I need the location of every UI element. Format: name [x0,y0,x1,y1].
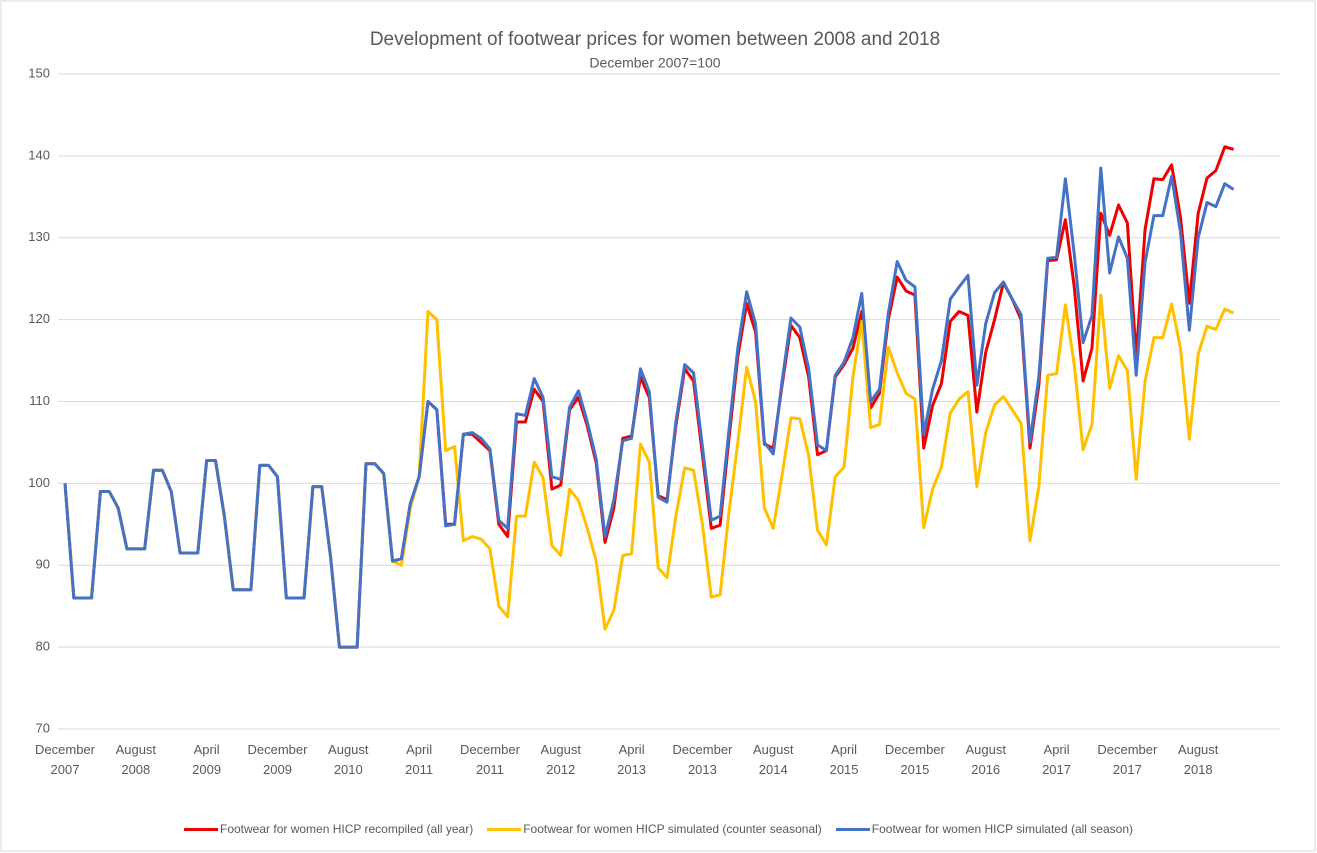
legend-label: Footwear for women HICP recompiled (all … [220,822,474,836]
y-tick-label: 140 [28,147,50,162]
y-tick-label: 100 [28,475,50,490]
legend: Footwear for women HICP recompiled (all … [0,822,1317,836]
x-tick-label: August 2008 [115,742,157,777]
x-tick-label: August 2014 [752,742,794,777]
y-tick-label: 90 [36,557,50,572]
y-tick-label: 70 [36,720,50,735]
chart-subtitle: December 2007=100 [589,55,720,71]
y-tick-label: 150 [28,65,50,80]
legend-item: Footwear for women HICP simulated (count… [487,822,822,836]
x-tick-label: August 2016 [965,742,1006,777]
legend-swatch [487,827,522,831]
x-tick-label: December 2007 [35,742,95,777]
y-tick-label: 80 [36,639,50,654]
x-tick-label: August 2010 [328,742,369,777]
x-tick-label: April 2011 [405,742,434,777]
x-tick-label: April 2017 [1042,742,1071,777]
y-tick-label: 110 [29,393,50,408]
legend-swatch [184,827,218,831]
x-tick-label: December 2015 [884,742,945,777]
x-tick-label: August 2012 [540,742,582,777]
legend-item: Footwear for women HICP recompiled (all … [184,822,473,836]
x-tick-label: December 2009 [247,742,308,777]
chart-title: Development of footwear prices for women… [370,29,940,50]
legend-label: Footwear for women HICP simulated (count… [523,822,822,836]
x-tick-label: December 2013 [672,742,733,777]
legend-swatch [835,827,870,831]
y-tick-label: 120 [28,311,50,326]
x-tick-label: April 2009 [192,742,222,777]
x-tick-label: April 2015 [829,742,859,777]
legend-label: Footwear for women HICP simulated (all s… [871,822,1133,836]
series-line [63,166,1235,649]
x-tick-label: April 2013 [617,742,647,777]
y-tick-label: 130 [28,229,50,244]
x-tick-label: August 2018 [1177,742,1219,777]
legend-item: Footwear for women HICP simulated (all s… [835,822,1133,836]
x-tick-label: December 2011 [459,742,520,777]
x-tick-label: December 2017 [1097,742,1158,777]
